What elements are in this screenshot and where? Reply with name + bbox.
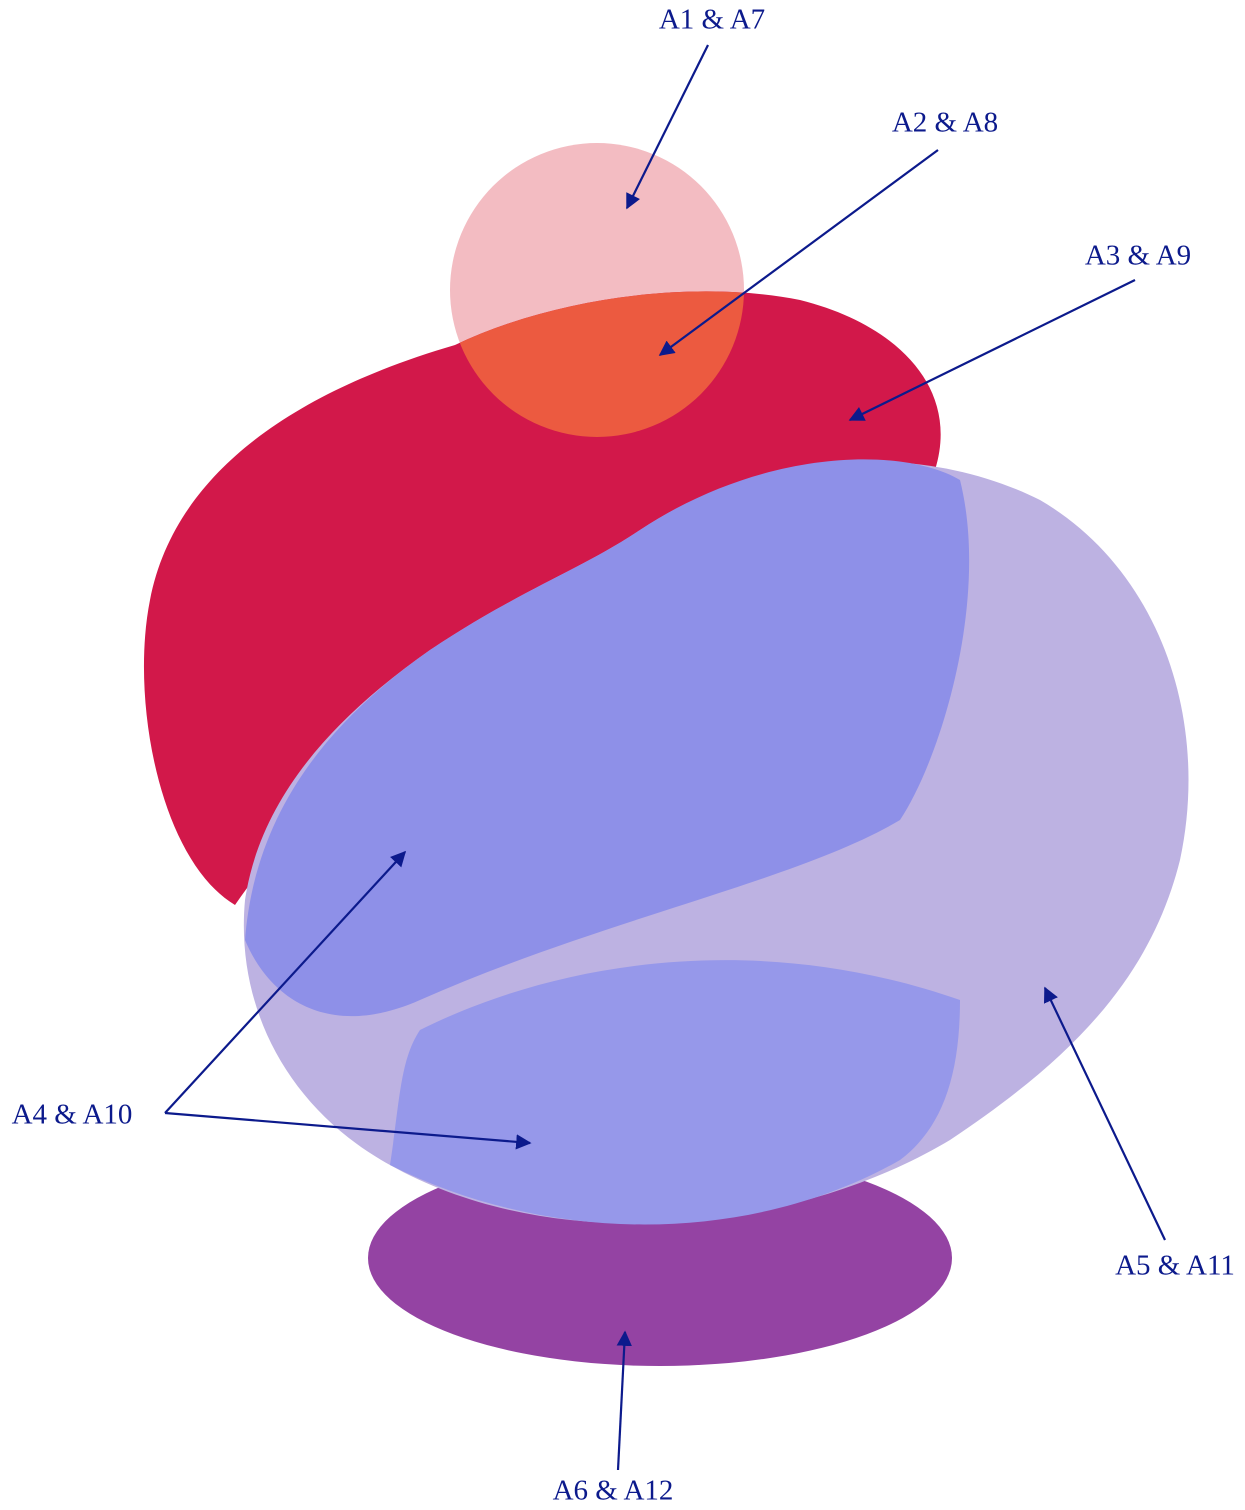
arrow: [658, 149, 939, 356]
callout-label: A6 & A12: [553, 1475, 674, 1507]
callout-label: A5 & A11: [1115, 1250, 1235, 1282]
arrow: [616, 1330, 632, 1471]
callout-label: A4 & A10: [12, 1099, 133, 1131]
blue-region-lower: [390, 960, 960, 1225]
callout-label: A3 & A9: [1085, 240, 1191, 272]
callout-label: A2 & A8: [892, 107, 998, 139]
blue-region-upper: [245, 459, 970, 1017]
arrow: [848, 279, 1136, 421]
callout-label: A1 & A7: [659, 4, 765, 36]
arrow: [1044, 986, 1166, 1241]
arrow: [164, 850, 407, 1114]
arrow: [626, 44, 709, 210]
arrow: [164, 1111, 532, 1150]
